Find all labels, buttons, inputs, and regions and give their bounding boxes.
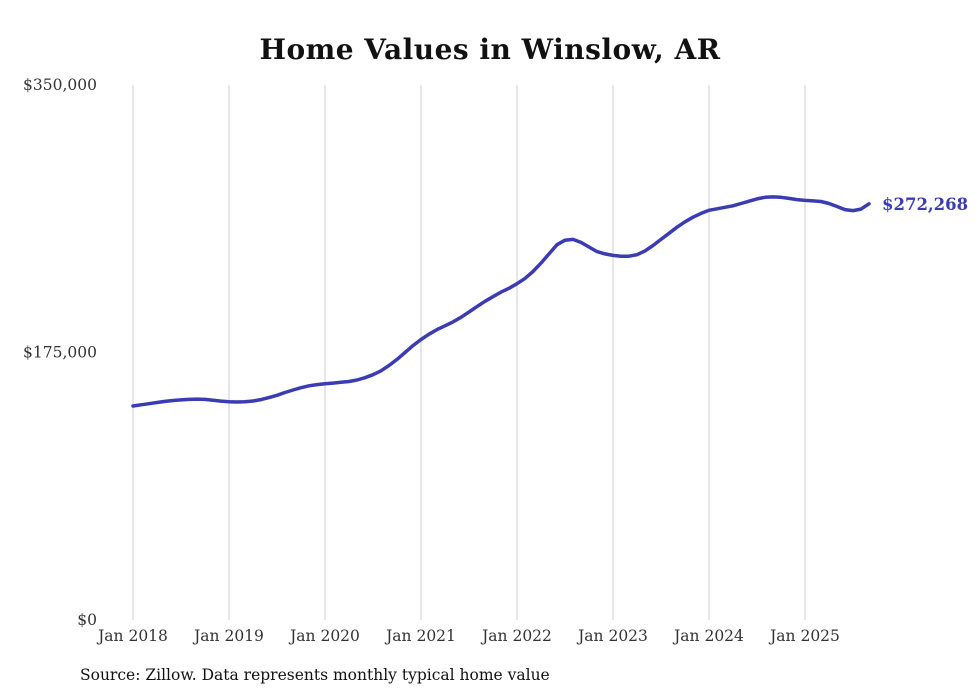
y-axis-label: $350,000 [23,76,97,94]
x-axis-label: Jan 2023 [576,627,648,645]
x-axis-label: Jan 2022 [480,627,552,645]
x-axis-label: Jan 2018 [96,627,168,645]
price-line [131,195,871,408]
y-axis-label: $175,000 [23,344,97,362]
x-axis-label: Jan 2020 [288,627,360,645]
x-axis-label: Jan 2025 [768,627,840,645]
chart-title: Home Values in Winslow, AR [259,33,721,66]
source-note: Source: Zillow. Data represents monthly … [80,666,550,684]
current-value-label: $272,268 [882,195,968,214]
x-axis-label: Jan 2019 [192,627,264,645]
y-axis-label: $0 [77,611,97,629]
x-axis-label: Jan 2024 [672,627,744,645]
chart-svg: Jan 2018 Jan 2019 Jan 2020 Jan 2021 Jan 2022… [23,76,968,645]
x-axis-label: Jan 2021 [384,627,456,645]
